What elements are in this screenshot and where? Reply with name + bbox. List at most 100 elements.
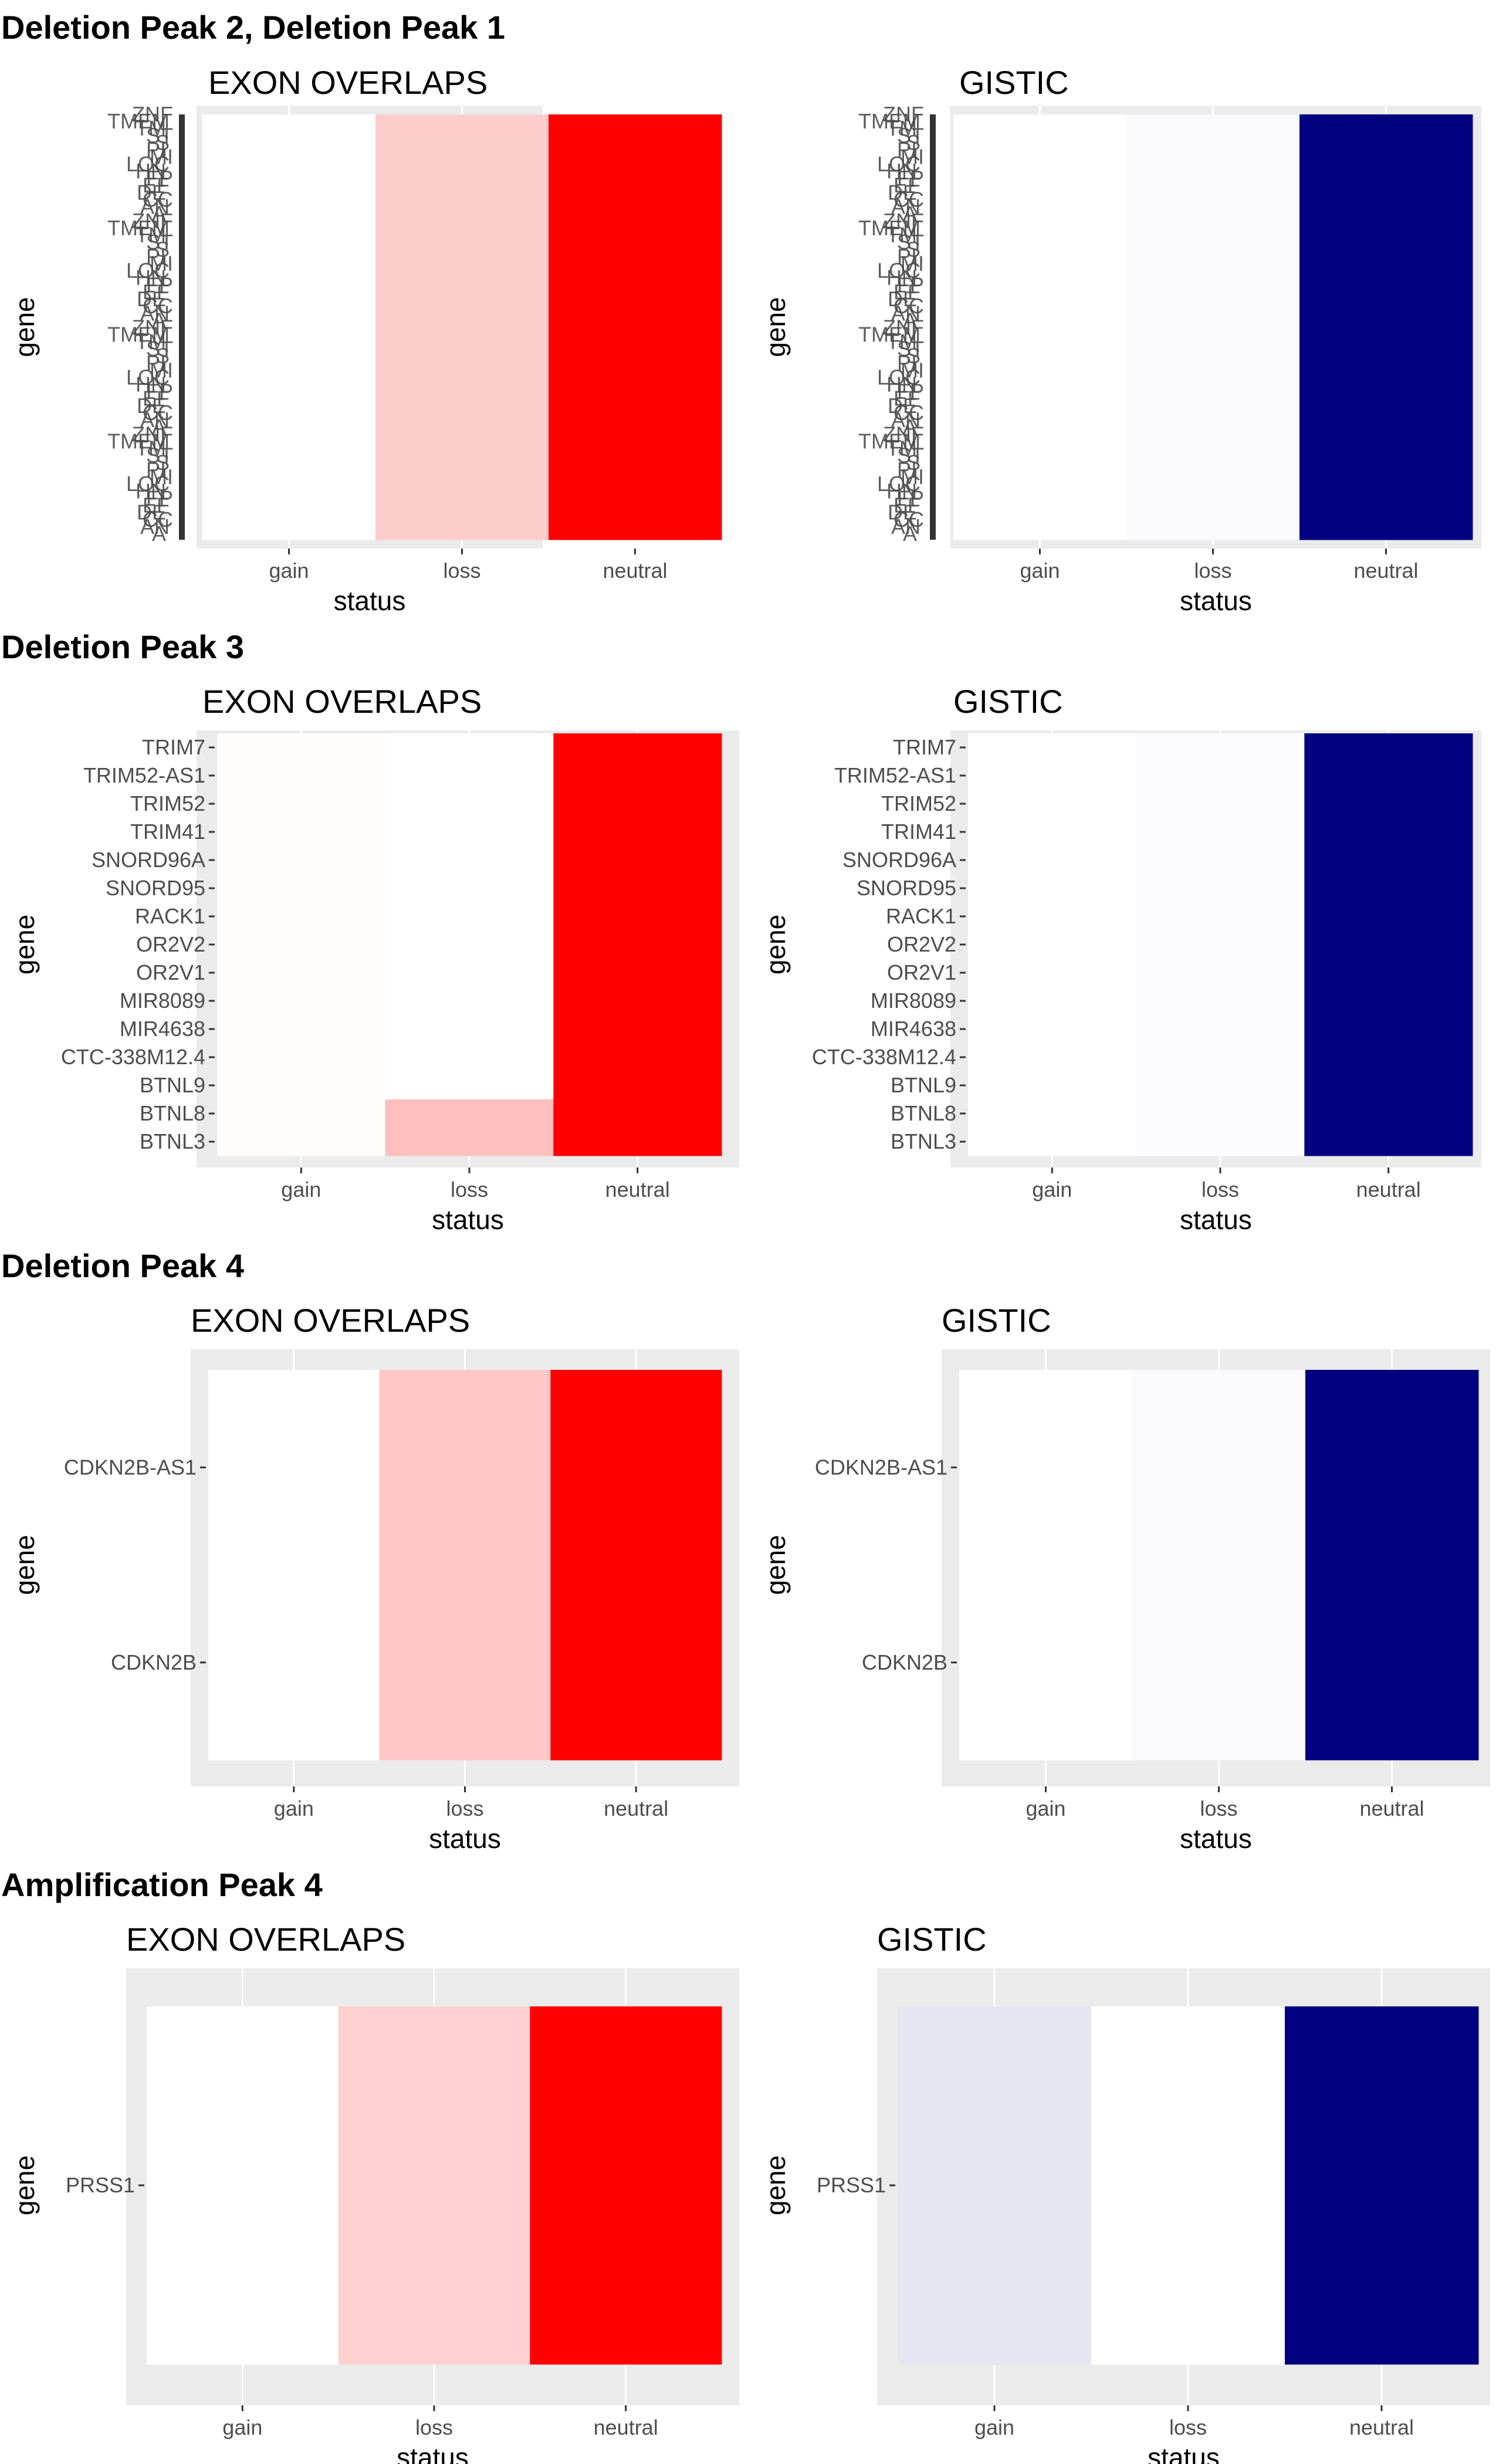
heatmap-cell-6-0-0 bbox=[147, 2006, 339, 2365]
heatmap-cell-2-11-0 bbox=[217, 1043, 386, 1072]
heatmap-cell-2-6-2 bbox=[553, 902, 722, 931]
y-tick-label: MI bbox=[150, 251, 173, 275]
chart-title: EXON OVERLAPS bbox=[202, 683, 482, 720]
chart-title: EXON OVERLAPS bbox=[126, 1921, 405, 1958]
y-tick-label: S bbox=[155, 451, 170, 475]
heatmap-cell-3-6-2 bbox=[1304, 902, 1473, 931]
x-axis-label: status bbox=[1148, 2442, 1220, 2464]
y-tick-label: AN bbox=[891, 195, 920, 219]
y-tick-label: ST bbox=[897, 123, 924, 147]
heatmap-cell-3-13-0 bbox=[968, 1099, 1137, 1128]
heatmap-cell-2-5-2 bbox=[553, 874, 722, 903]
y-tick-label: HN bbox=[886, 479, 917, 503]
x-tick-label: loss bbox=[1200, 1796, 1237, 1820]
y-tick-label: ZNF bbox=[883, 316, 924, 340]
y-tick-label: EF bbox=[893, 280, 920, 304]
heatmap-cell-2-13-2 bbox=[553, 1099, 722, 1128]
heatmap-cell-3-12-0 bbox=[968, 1071, 1137, 1100]
y-tick-label: CDKN2B-AS1 bbox=[815, 1455, 947, 1479]
y-tick-label: HN bbox=[886, 373, 917, 397]
y-tick-label: PI bbox=[897, 244, 917, 268]
y-tick-label: PRSS1 bbox=[817, 2173, 886, 2197]
y-tick-label: A bbox=[903, 202, 917, 226]
heatmap-cell-2-2-2 bbox=[553, 790, 722, 818]
chart-title: EXON OVERLAPS bbox=[191, 1302, 470, 1339]
y-tick-label: PI bbox=[146, 244, 166, 268]
x-tick-label: neutral bbox=[1353, 559, 1418, 583]
heatmap-cell-3-7-1 bbox=[1136, 930, 1305, 959]
y-axis-label: gene bbox=[9, 1535, 40, 1595]
heatmap-cell-2-8-1 bbox=[385, 959, 554, 987]
y-tick-label: TMEM bbox=[858, 109, 920, 133]
y-tick-label: CC bbox=[143, 401, 173, 425]
heatmap-cell-1-0-1 bbox=[1126, 114, 1300, 540]
y-tick-label: FP bbox=[146, 166, 173, 190]
heatmap-cell-2-5-1 bbox=[385, 874, 554, 903]
y-tick-label: FP bbox=[897, 380, 924, 404]
y-tick-label: TM bbox=[136, 223, 166, 247]
y-tick-label: LOC bbox=[877, 152, 920, 176]
x-tick-label: loss bbox=[1201, 1177, 1239, 1201]
y-tick-label: ZNF bbox=[883, 209, 924, 233]
heatmap-cell-3-5-0 bbox=[968, 874, 1137, 903]
y-tick-label: PI bbox=[897, 351, 917, 375]
y-tick-label: TM bbox=[886, 330, 917, 354]
heatmap-cell-6-0-2 bbox=[530, 2006, 722, 2365]
y-tick-label: FP bbox=[146, 380, 173, 404]
x-tick-label: neutral bbox=[604, 1796, 668, 1820]
heatmap-cell-2-3-0 bbox=[217, 818, 386, 847]
x-tick-label: gain bbox=[269, 559, 309, 583]
y-tick-label: MIR8089 bbox=[120, 989, 205, 1013]
heatmap-cell-0-0-1 bbox=[375, 114, 549, 540]
y-tick-label: A bbox=[903, 308, 917, 332]
heatmap-cell-6-0-1 bbox=[338, 2006, 530, 2365]
y-tick-label: LOC bbox=[877, 365, 920, 389]
y-tick-label: CC bbox=[143, 187, 173, 211]
x-tick-label: neutral bbox=[1356, 1177, 1421, 1201]
y-tick-label: TM bbox=[886, 116, 917, 140]
y-tick-label: TRIM41 bbox=[881, 820, 956, 844]
y-tick-label: SNORD95 bbox=[106, 876, 205, 900]
heatmap-cell-2-13-0 bbox=[217, 1099, 386, 1128]
y-tick-label: CTC-338M12.4 bbox=[812, 1045, 956, 1069]
chart-title: GISTIC bbox=[877, 1921, 987, 1958]
y-tick-label: DE bbox=[137, 500, 166, 524]
chart-title: GISTIC bbox=[942, 1302, 1051, 1339]
y-tick-label: LOC bbox=[126, 152, 170, 176]
heatmap-cell-2-0-0 bbox=[217, 733, 386, 762]
heatmap-cell-2-13-1 bbox=[385, 1099, 554, 1128]
heatmap-cell-2-2-0 bbox=[217, 790, 386, 818]
x-tick-label: gain bbox=[1025, 1796, 1065, 1820]
x-tick-label: neutral bbox=[603, 559, 667, 583]
heatmap-cell-2-6-0 bbox=[217, 902, 386, 931]
heatmap-cell-3-1-1 bbox=[1136, 761, 1305, 790]
y-tick-label: BTNL3 bbox=[891, 1129, 956, 1153]
y-tick-label: LOC bbox=[877, 472, 920, 496]
heatmap-cell-3-10-0 bbox=[968, 1015, 1137, 1044]
y-tick-label: A bbox=[903, 415, 917, 439]
y-tick-label: A bbox=[152, 308, 166, 332]
heatmap-cell-3-0-1 bbox=[1136, 733, 1305, 762]
y-tick-label: DE bbox=[888, 180, 917, 204]
y-tick-label: FP bbox=[897, 273, 924, 297]
heatmap-cell-3-13-2 bbox=[1304, 1099, 1473, 1128]
y-tick-label: RACK1 bbox=[886, 904, 956, 928]
y-tick-label: HN bbox=[136, 373, 166, 397]
x-tick-label: gain bbox=[281, 1177, 321, 1201]
heatmap-cell-5-0-1 bbox=[1132, 1370, 1306, 1565]
x-axis-label: status bbox=[1180, 585, 1252, 616]
heatmap-cell-3-9-2 bbox=[1304, 987, 1473, 1016]
heatmap-cell-3-7-0 bbox=[968, 930, 1137, 959]
y-tick-label: TMEM bbox=[858, 216, 920, 240]
heatmap-cell-3-10-2 bbox=[1304, 1015, 1473, 1044]
y-tick-label: DE bbox=[888, 500, 917, 524]
y-axis-label: gene bbox=[760, 297, 791, 357]
heatmap-cell-2-6-1 bbox=[385, 902, 554, 931]
heatmap-cell-4-0-2 bbox=[550, 1370, 722, 1565]
y-tick-label: EF bbox=[143, 493, 170, 517]
y-tick-label: TM bbox=[136, 330, 166, 354]
heatmap-cell-3-3-1 bbox=[1136, 818, 1305, 847]
y-tick-label: ST bbox=[146, 337, 173, 361]
y-tick-label: TMEM bbox=[107, 429, 170, 453]
x-tick-label: loss bbox=[1169, 2415, 1207, 2439]
